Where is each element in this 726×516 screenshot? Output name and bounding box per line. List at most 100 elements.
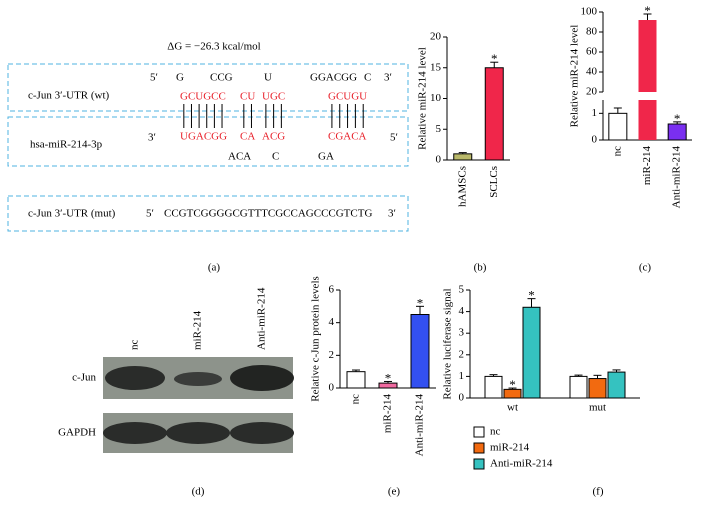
y-tick-label: 0 [592, 134, 598, 146]
wt-end5: 5′ [150, 72, 158, 84]
legend-swatch [473, 458, 485, 470]
mut-end5: 5′ [146, 208, 154, 220]
significance: * [491, 51, 498, 66]
legend-label: Anti-miR-214 [490, 458, 553, 470]
mir-end5: 5′ [390, 132, 398, 144]
wt-paired: UGC [262, 91, 285, 103]
y-axis-label: Relative miR-214 level [569, 25, 581, 128]
mir-box [7, 116, 409, 167]
y-tick-label: 40 [586, 66, 598, 78]
y-tick-label: 60 [586, 46, 598, 58]
bar [410, 314, 430, 389]
x-tick-label: SCLCs [488, 166, 500, 198]
wt-paired: GCUGCC [180, 91, 226, 103]
y-tick-label: 0 [436, 154, 442, 166]
panel-label: (a) [208, 262, 221, 274]
y-tick-label: 4 [459, 305, 465, 317]
bar [453, 153, 473, 161]
wt-unpaired: G [176, 72, 184, 84]
mir-unpaired: C [272, 151, 279, 163]
wt-unpaired: GGACGG [310, 72, 357, 84]
error-bar [574, 374, 583, 377]
error-bar [643, 13, 652, 20]
wt-unpaired: C [364, 72, 371, 84]
y-tick-label: 10 [430, 92, 442, 104]
y-axis-label: Relative luciferase signal [442, 288, 454, 399]
y-tick-label: 20 [430, 31, 442, 43]
band [103, 422, 167, 444]
x-tick-label: hAMSCs [456, 166, 468, 207]
y-tick-label: 2 [329, 349, 335, 361]
y-tick-label: 2 [459, 348, 465, 360]
wt-unpaired: CCG [210, 72, 233, 84]
band [174, 372, 222, 386]
row-label: c-Jun [72, 372, 96, 384]
mir-paired: UGACGG [180, 131, 227, 143]
bar [667, 123, 687, 141]
bar [638, 20, 657, 92]
lane-label: miR-214 [192, 310, 204, 350]
mir-paired: CGACA [328, 131, 367, 143]
mut-box [7, 195, 409, 232]
y-tick-label: 1 [459, 370, 465, 382]
x-tick-label: nc [350, 394, 362, 405]
y-tick-label: 0 [329, 382, 335, 394]
mir-paired: ACG [262, 131, 285, 143]
y-tick-label: 1 [592, 107, 598, 119]
y-tick-label: 5 [436, 123, 442, 135]
bar [484, 375, 503, 399]
y-tick-label: 100 [581, 6, 598, 18]
y-tick-label: 4 [329, 316, 335, 328]
significance: * [528, 288, 535, 303]
x-tick-label: wt [507, 402, 518, 414]
x-tick-label: miR-214 [641, 146, 653, 186]
legend-swatch [473, 426, 485, 438]
error-bar [352, 369, 360, 372]
delta-g: ΔG = −26.3 kcal/mol [167, 41, 260, 53]
bar [484, 67, 504, 161]
x-tick-label: mut [589, 402, 606, 414]
significance: * [644, 3, 651, 18]
error-bar [508, 387, 517, 390]
wt-paired: GCUGU [328, 91, 367, 103]
y-tick-label: 20 [586, 86, 598, 98]
wt-end3: 3′ [384, 72, 392, 84]
mut-end3: 3′ [388, 208, 396, 220]
x-tick-label: miR-214 [382, 394, 394, 434]
error-bar [416, 305, 424, 315]
lane-label: Anti-miR-214 [256, 287, 268, 350]
wt-unpaired: U [264, 72, 272, 84]
legend-swatch [473, 442, 485, 454]
bar [608, 112, 628, 141]
band [166, 422, 230, 444]
error-bar [490, 61, 499, 68]
error-bar [612, 369, 621, 373]
significance: * [385, 370, 392, 385]
bar [346, 371, 366, 389]
panel-label: (c) [639, 262, 652, 274]
band [230, 365, 294, 391]
y-tick-label: 15 [430, 61, 442, 73]
y-tick-label: 3 [459, 327, 465, 339]
y-tick-label: 0 [459, 392, 465, 404]
mut-sequence: CCGTCGGGGCGTTTCGCCAGCCCGTCTG [164, 208, 372, 220]
error-bar [527, 298, 536, 308]
y-tick-label: 5 [459, 284, 465, 296]
row-label: GAPDH [58, 427, 96, 439]
y-axis-label: Relative c-Jun protein levels [310, 276, 322, 402]
band [230, 422, 294, 444]
panel-label: (d) [192, 486, 205, 498]
mir-end3: 3′ [148, 132, 156, 144]
panel-label: (f) [593, 486, 604, 498]
error-bar [384, 380, 392, 384]
significance: * [509, 377, 516, 392]
x-tick-label: Anti-miR-214 [414, 394, 426, 457]
mir-unpaired: ACA [228, 151, 251, 163]
error-bar [613, 107, 622, 114]
bar [522, 306, 541, 399]
y-axis-label: Relative miR-214 level [417, 47, 429, 150]
error-bar [458, 152, 467, 154]
mut-name: c-Jun 3′-UTR (mut) [28, 208, 116, 220]
y-tick-label: 6 [329, 284, 335, 296]
